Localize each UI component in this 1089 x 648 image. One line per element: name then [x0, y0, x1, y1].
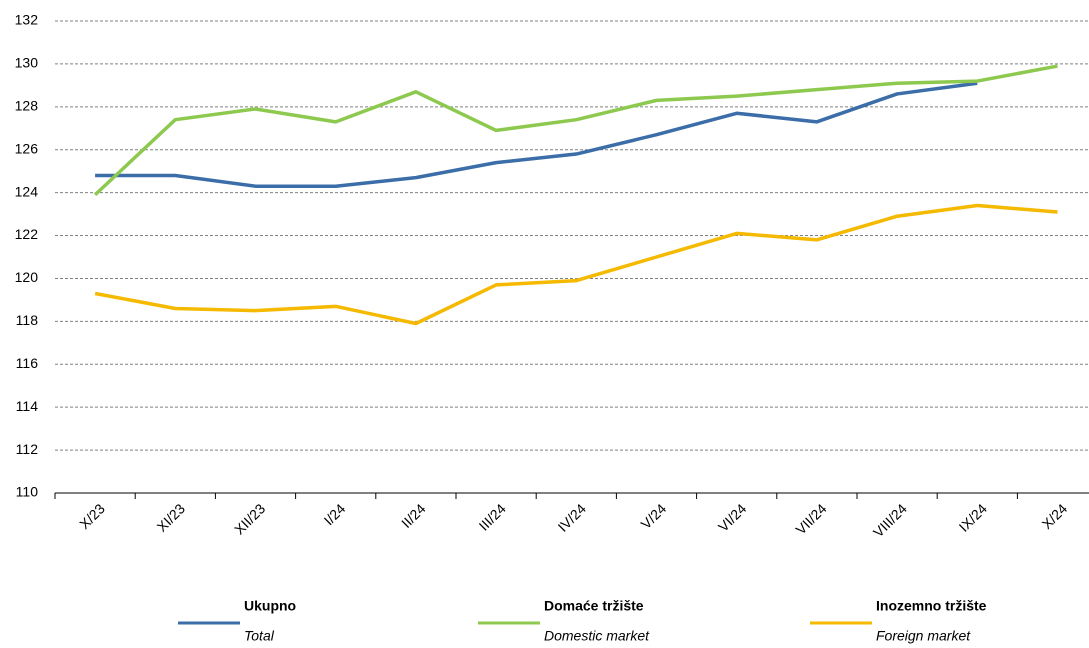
- legend-item: Inozemno tržište Foreign market: [810, 598, 987, 644]
- y-tick-label: 126: [15, 140, 39, 156]
- x-tick-label: I/24: [321, 500, 349, 528]
- x-tick-label: IV/24: [555, 500, 590, 535]
- legend-sublabel: Domestic market: [544, 628, 650, 644]
- x-tick-label: X/23: [76, 500, 108, 532]
- x-tick-label: III/24: [476, 500, 509, 533]
- x-tick-label: IX/24: [956, 500, 991, 535]
- series-line: [93, 64, 1058, 197]
- y-tick-label: 118: [16, 312, 39, 328]
- legend-label: Ukupno: [244, 598, 296, 614]
- x-tick-label: VII/24: [792, 500, 829, 537]
- y-tick-label: 124: [15, 183, 39, 199]
- y-tick-label: 130: [15, 55, 39, 71]
- legend-item: Ukupno Total: [178, 598, 296, 644]
- y-tick-label: 110: [16, 484, 39, 500]
- legend-label: Inozemno tržište: [876, 598, 987, 614]
- x-tick-label: X/24: [1039, 500, 1071, 532]
- y-tick-label: 112: [16, 441, 39, 457]
- x-tick-label: XI/23: [154, 500, 189, 535]
- x-tick-label: II/24: [398, 500, 429, 531]
- y-tick-label: 114: [16, 398, 39, 414]
- y-tick-label: 122: [15, 226, 39, 242]
- legend-sublabel: Total: [244, 628, 275, 644]
- x-tick-label: V/24: [638, 500, 670, 532]
- y-tick-label: 132: [15, 12, 39, 28]
- x-tick-label: VIII/24: [870, 500, 910, 540]
- y-tick-label: 120: [15, 269, 39, 285]
- series-line: [94, 203, 1058, 326]
- y-tick-label: 116: [16, 355, 39, 371]
- series-line: [95, 81, 978, 188]
- legend-sublabel: Foreign market: [876, 628, 971, 644]
- x-tick-label: XII/23: [231, 500, 268, 537]
- legend-item: Domaće tržište Domestic market: [478, 598, 650, 644]
- x-tick-label: VI/24: [715, 500, 750, 535]
- y-tick-label: 128: [15, 98, 39, 114]
- legend-label: Domaće tržište: [544, 598, 644, 614]
